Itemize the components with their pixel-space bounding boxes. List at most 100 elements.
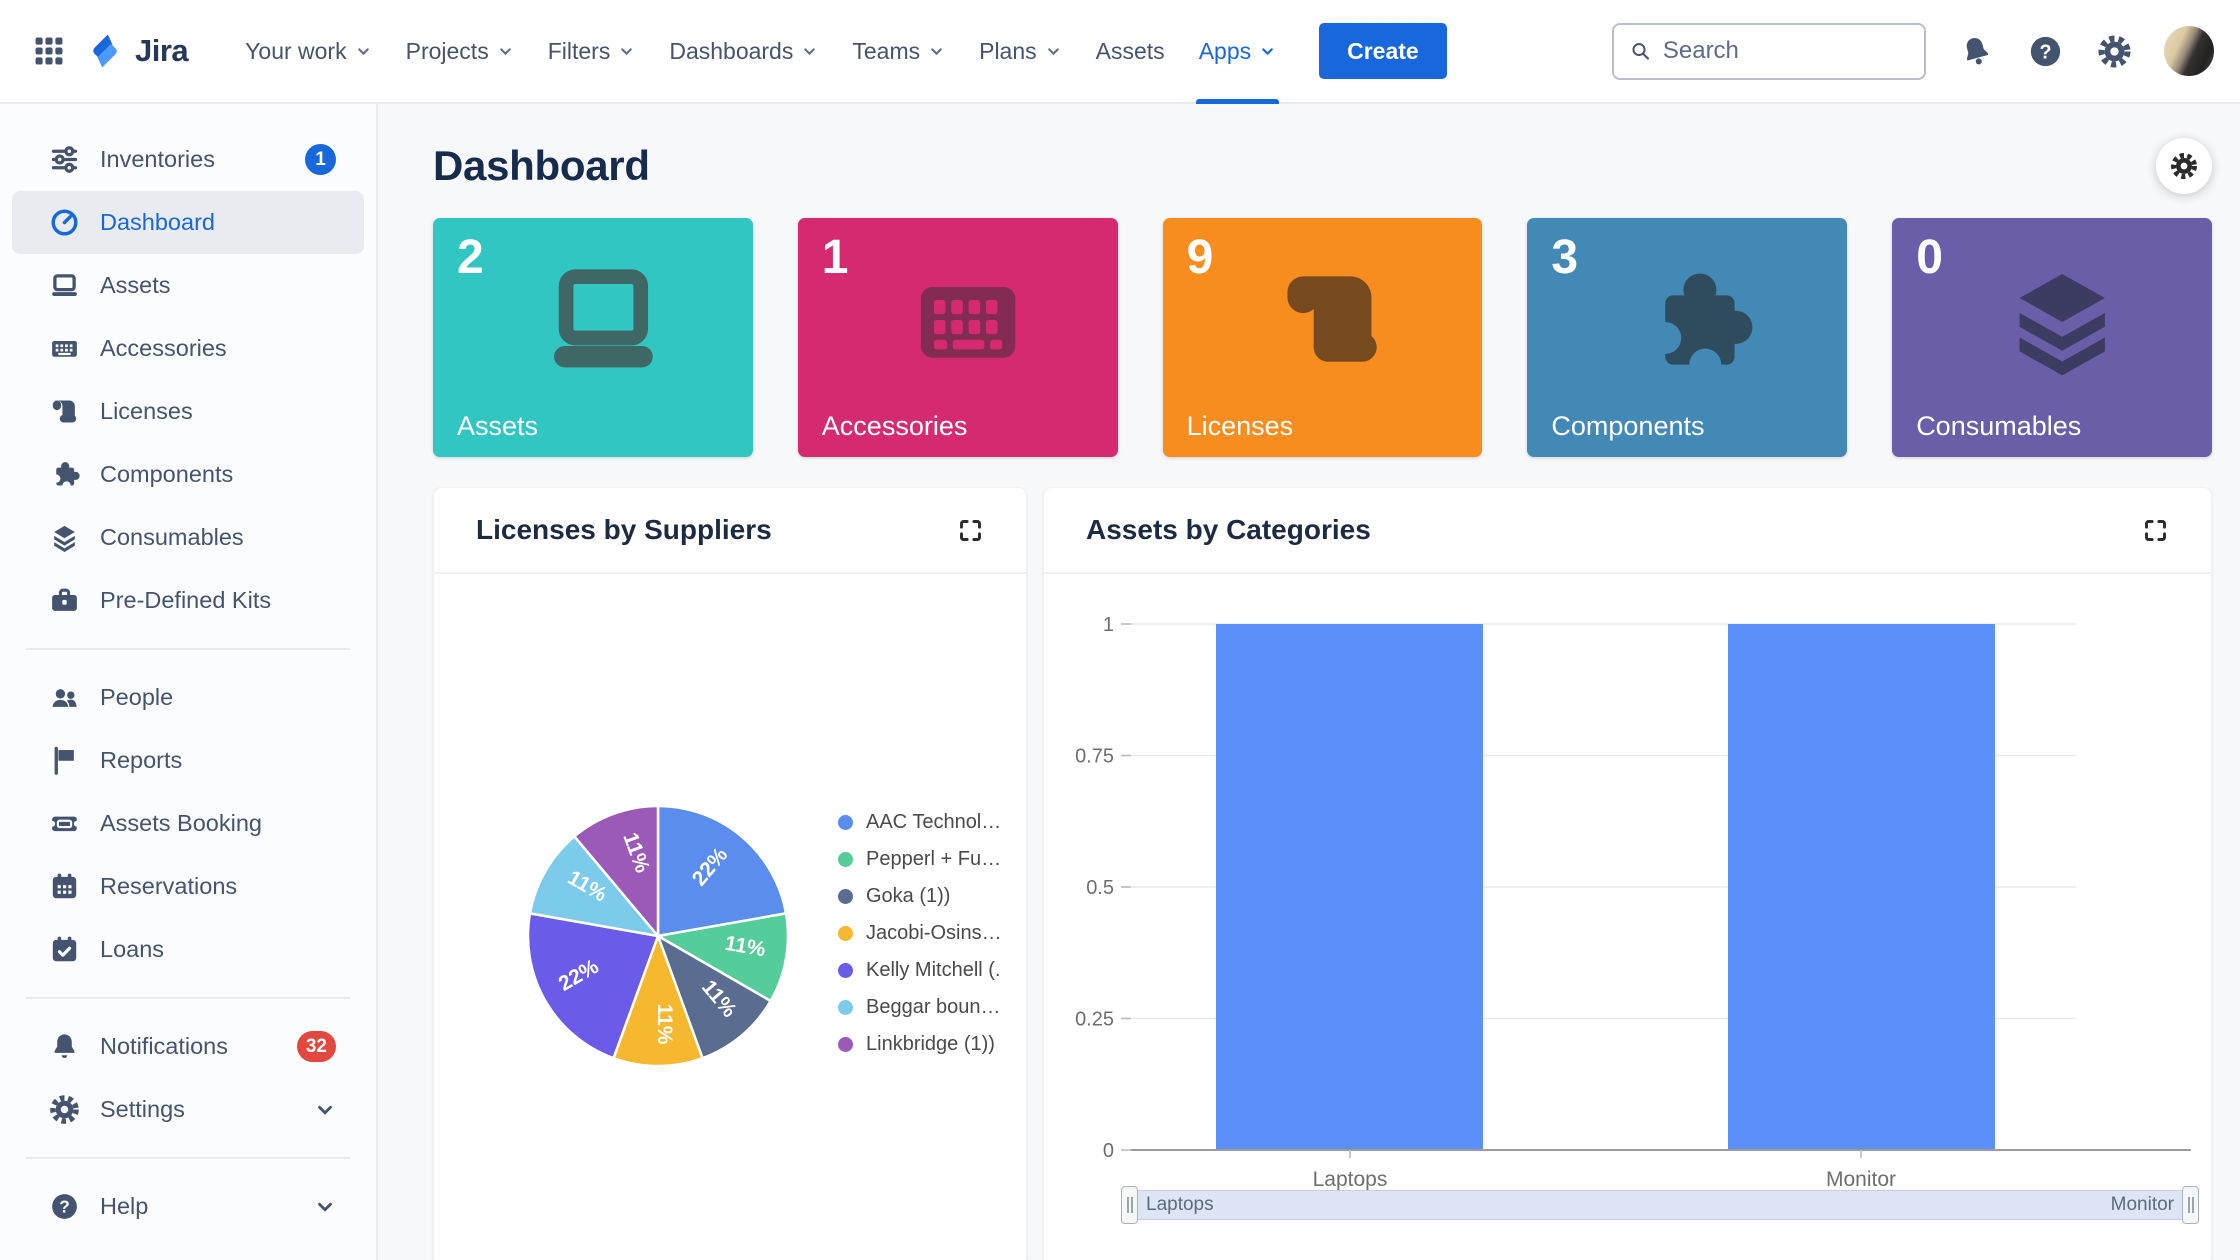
legend-item[interactable]: AAC Technol… [838, 810, 1002, 834]
search-box[interactable] [1612, 22, 1926, 80]
pie-slice[interactable] [612, 934, 704, 1068]
pie-slice-percent-label: 11% [653, 1004, 676, 1045]
user-avatar[interactable] [2164, 26, 2214, 76]
legend-swatch [838, 962, 853, 978]
chevron-down-icon [621, 47, 633, 55]
pie-slice[interactable] [526, 912, 660, 1060]
sidebar-item-dashboard[interactable]: Dashboard [12, 191, 364, 254]
stat-card-count: 2 [457, 231, 484, 284]
legend-label: Pepperl + Fu… [866, 847, 1002, 870]
pie-slice[interactable] [656, 912, 790, 1003]
pie-slice[interactable] [656, 934, 772, 1060]
stat-card-consumables[interactable]: 0 Consumables [1892, 218, 2212, 457]
legend-label: Kelly Mitchell (. [866, 958, 1001, 981]
stat-card-accessories[interactable]: 1 Accessories [797, 218, 1118, 457]
nav-item-your-work[interactable]: Your work [228, 0, 388, 102]
sidebar-item-assets-booking[interactable]: Assets Booking [0, 792, 376, 855]
stat-card-count: 3 [1551, 231, 1579, 284]
main-nav: Your work Projects Filters Dashboards Te… [228, 0, 1293, 104]
nav-item-filters[interactable]: Filters [531, 0, 653, 102]
fullscreen-icon [2145, 519, 2166, 541]
expand-panel-button[interactable] [957, 517, 984, 544]
flag-icon [48, 744, 81, 777]
sidebar-item-notifications[interactable]: Notifications 32 [0, 1015, 376, 1078]
divider [26, 1157, 350, 1159]
sidebar-item-accessories[interactable]: Accessories [0, 317, 376, 380]
page-title: Dashboard [433, 142, 650, 189]
gauge-icon [48, 206, 81, 239]
sidebar-item-loans[interactable]: Loans [0, 918, 376, 981]
sidebar-item-reports[interactable]: Reports [0, 729, 376, 792]
sidebar-item-label: Reports [100, 747, 183, 773]
nav-item-label: Projects [405, 37, 489, 64]
slider-right-label: Monitor [2110, 1194, 2174, 1215]
stat-card-label: Assets [457, 411, 539, 441]
sidebar-item-assets[interactable]: Assets [0, 254, 376, 317]
chevron-down-icon [931, 47, 942, 55]
bar-laptops[interactable] [1216, 624, 1483, 1150]
stat-card-count: 0 [1916, 231, 1943, 284]
stat-card-licenses[interactable]: 9 Licenses [1162, 218, 1483, 457]
laptop-icon [48, 269, 81, 302]
dashboard-settings-button[interactable] [2156, 138, 2212, 194]
assets-by-categories-panel: Assets by Categories [1043, 487, 2212, 1260]
legend-item[interactable]: Goka (1)) [838, 884, 1002, 908]
sidebar-item-settings[interactable]: Settings [0, 1078, 376, 1141]
sidebar-item-consumables[interactable]: Consumables [0, 506, 376, 569]
main-content: Dashboard 2 Assets 1 Accessories 9 Licen… [378, 104, 2240, 1260]
chevron-down-icon [804, 47, 816, 55]
sidebar-item-label: People [100, 684, 174, 710]
sidebar-item-components[interactable]: Components [0, 443, 376, 506]
stat-cards-row: 2 Assets 1 Accessories 9 Licenses 3 Comp… [433, 218, 2212, 457]
divider [26, 997, 350, 999]
pie-chart[interactable]: 22% 11% 11% 11% 22% 11% 11% [434, 574, 1027, 1260]
legend-swatch [838, 999, 853, 1015]
nav-item-teams[interactable]: Teams [835, 0, 962, 102]
slider-handle-right[interactable] [2182, 1186, 2199, 1224]
legend-item[interactable]: Pepperl + Fu… [838, 847, 1002, 871]
sidebar-item-help[interactable]: ? Help [0, 1175, 376, 1238]
y-tick-label: 1 [1103, 614, 1114, 636]
notifications-count-badge: 32 [296, 1031, 336, 1062]
legend-item[interactable]: Linkbridge (1)) [838, 1032, 1002, 1056]
bar-chart[interactable]: 1 0.75 0.5 0.25 0 Laptops Monitor [1044, 574, 2212, 1260]
create-button[interactable]: Create [1319, 23, 1447, 79]
settings-gear-icon[interactable] [2095, 32, 2133, 70]
nav-item-plans[interactable]: Plans [962, 0, 1079, 102]
bar-monitor[interactable] [1728, 624, 1995, 1150]
chevron-down-icon [1047, 47, 1059, 55]
legend-item[interactable]: Kelly Mitchell (. [838, 958, 1002, 982]
expand-panel-button[interactable] [2142, 517, 2169, 544]
nav-item-projects[interactable]: Projects [389, 0, 531, 102]
nav-item-label: Your work [245, 37, 347, 64]
sidebar-item-label: Assets Booking [100, 810, 262, 836]
sidebar-item-licenses[interactable]: Licenses [0, 380, 376, 443]
panel-title: Assets by Categories [1086, 514, 1371, 545]
legend-item[interactable]: Jacobi-Osins… [838, 921, 1002, 945]
ticket-icon [48, 807, 81, 840]
sidebar-item-inventories[interactable]: Inventories 1 [0, 128, 376, 191]
notifications-bell-icon[interactable] [1957, 32, 1995, 70]
sidebar-item-pre-defined-kits[interactable]: Pre-Defined Kits [0, 569, 376, 632]
layers-icon [48, 521, 81, 554]
jira-logo[interactable]: Jira [84, 30, 189, 72]
nav-item-apps[interactable]: Apps [1182, 0, 1293, 104]
app-switcher-icon[interactable] [26, 28, 72, 74]
pie-slice[interactable] [656, 804, 788, 938]
legend-item[interactable]: Beggar boun… [838, 995, 1002, 1019]
pie-slice[interactable] [528, 835, 660, 938]
help-icon[interactable]: ? [2026, 32, 2064, 70]
nav-item-dashboards[interactable]: Dashboards [652, 0, 835, 102]
chart-range-slider[interactable]: Laptops Monitor [1121, 1186, 2199, 1224]
stat-card-assets[interactable]: 2 Assets [433, 218, 753, 457]
sidebar-item-people[interactable]: People [0, 666, 376, 729]
y-tick-label: 0.5 [1086, 877, 1114, 899]
search-input[interactable] [1662, 37, 1909, 65]
sidebar-item-label: Dashboard [100, 209, 215, 235]
nav-item-assets[interactable]: Assets [1079, 0, 1182, 102]
stat-card-components[interactable]: 3 Components [1527, 218, 1848, 457]
slider-handle-left[interactable] [1121, 1186, 1138, 1224]
sidebar-item-reservations[interactable]: Reservations [0, 855, 376, 918]
calendar-check-icon [48, 933, 81, 966]
pie-slice[interactable] [573, 804, 660, 938]
